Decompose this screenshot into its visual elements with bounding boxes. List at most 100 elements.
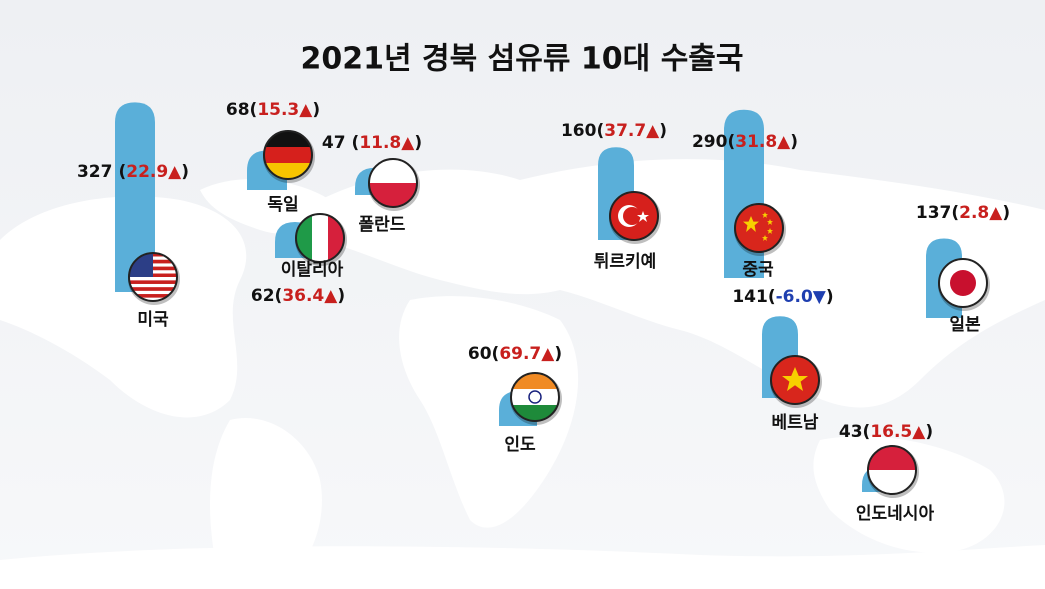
change: 31.8▲ <box>735 132 791 152</box>
paren: ) <box>181 162 189 182</box>
paren: ) <box>826 287 834 307</box>
change: 22.9▲ <box>126 162 182 182</box>
value: 47 <box>322 133 346 153</box>
flag-part <box>782 367 808 391</box>
value: 327 <box>77 162 113 182</box>
flag-body <box>771 356 819 404</box>
change-label: (69.7▲) <box>492 344 563 364</box>
change: -6.0▼ <box>776 287 827 307</box>
value: 290 <box>692 132 728 152</box>
value: 62 <box>251 286 275 306</box>
flag-part <box>762 235 768 241</box>
change-label: (15.3▲) <box>250 100 321 120</box>
country-name: 이탈리아 <box>281 259 344 280</box>
change: 36.4▲ <box>282 286 338 306</box>
flag-part <box>767 228 773 234</box>
paren: ( <box>352 133 360 153</box>
value-label: 60(69.7▲) <box>468 344 562 364</box>
paren: ) <box>790 132 798 152</box>
flag-part <box>950 270 976 296</box>
flag-body <box>939 259 987 307</box>
flag-border <box>938 258 988 308</box>
flag-part <box>767 219 773 225</box>
country-name: 인도네시아 <box>856 504 935 524</box>
flag-border <box>128 252 178 302</box>
country-name: 인도 <box>504 435 536 455</box>
change: 16.5▲ <box>870 422 926 442</box>
flag <box>295 213 347 266</box>
world-map <box>0 159 1045 585</box>
paren: ( <box>596 121 604 141</box>
flag <box>938 258 990 311</box>
flag-body <box>735 204 783 252</box>
paren: ( <box>768 287 776 307</box>
flag <box>609 191 661 244</box>
paren: ) <box>414 133 422 153</box>
value-label: 137(2.8▲) <box>916 203 1010 223</box>
country-name: 미국 <box>137 310 169 330</box>
country-name: 튀르키예 <box>594 252 657 272</box>
change-label: (-6.0▼) <box>768 287 834 307</box>
flag-border <box>295 213 345 263</box>
flag-part <box>528 390 542 404</box>
change-label: (36.4▲) <box>275 286 346 306</box>
paren: ) <box>1002 203 1010 223</box>
flag-part <box>637 211 649 222</box>
paren: ) <box>337 286 345 306</box>
paren: ) <box>312 100 320 120</box>
paren: ) <box>925 422 933 442</box>
flag-part <box>129 294 177 298</box>
country-name: 일본 <box>949 315 981 335</box>
paren: ( <box>118 162 126 182</box>
change-label: (11.8▲) <box>352 133 423 153</box>
flag-part <box>264 147 312 163</box>
value-label: 62(36.4▲) <box>251 286 345 306</box>
value: 60 <box>468 344 492 364</box>
paren: ) <box>659 121 667 141</box>
paren: ( <box>492 344 500 364</box>
change-label: (22.9▲) <box>118 162 189 182</box>
change: 69.7▲ <box>499 344 555 364</box>
flag-border <box>734 203 784 253</box>
value: 160 <box>561 121 597 141</box>
flag-border <box>263 130 313 180</box>
flag <box>867 445 919 498</box>
country-name: 중국 <box>742 260 774 280</box>
flag <box>128 252 180 305</box>
flag-border <box>867 445 917 495</box>
chart-title: 2021년 경북 섬유류 10대 수출국 <box>300 42 743 77</box>
change: 37.7▲ <box>604 121 660 141</box>
flag <box>368 158 420 211</box>
paren: ( <box>275 286 283 306</box>
value-label: 43(16.5▲) <box>839 422 933 442</box>
value-label: 68(15.3▲) <box>226 100 320 120</box>
country-name: 폴란드 <box>359 215 406 235</box>
value-label: 290(31.8▲) <box>692 132 798 152</box>
flag-part <box>735 204 783 252</box>
flag-border <box>510 372 560 422</box>
flag-body <box>369 159 417 207</box>
paren: ) <box>554 344 562 364</box>
value-label: 160(37.7▲) <box>561 121 667 141</box>
flag-border <box>770 355 820 405</box>
value: 68 <box>226 100 250 120</box>
flag <box>734 203 786 256</box>
flag-border <box>368 158 418 208</box>
change-label: (2.8▲) <box>951 203 1010 223</box>
flag-body <box>610 192 658 240</box>
value: 43 <box>839 422 863 442</box>
paren: ( <box>863 422 871 442</box>
change: 2.8▲ <box>959 203 1003 223</box>
value-label: 47 (11.8▲) <box>322 133 422 153</box>
paren: ( <box>951 203 959 223</box>
change-label: (31.8▲) <box>727 132 798 152</box>
paren: ( <box>250 100 258 120</box>
flag <box>510 372 562 425</box>
flag-part <box>129 280 177 284</box>
flag-border <box>609 191 659 241</box>
value-label: 141(-6.0▼) <box>732 287 833 307</box>
flag-part <box>623 207 641 225</box>
country-name: 베트남 <box>772 413 819 433</box>
